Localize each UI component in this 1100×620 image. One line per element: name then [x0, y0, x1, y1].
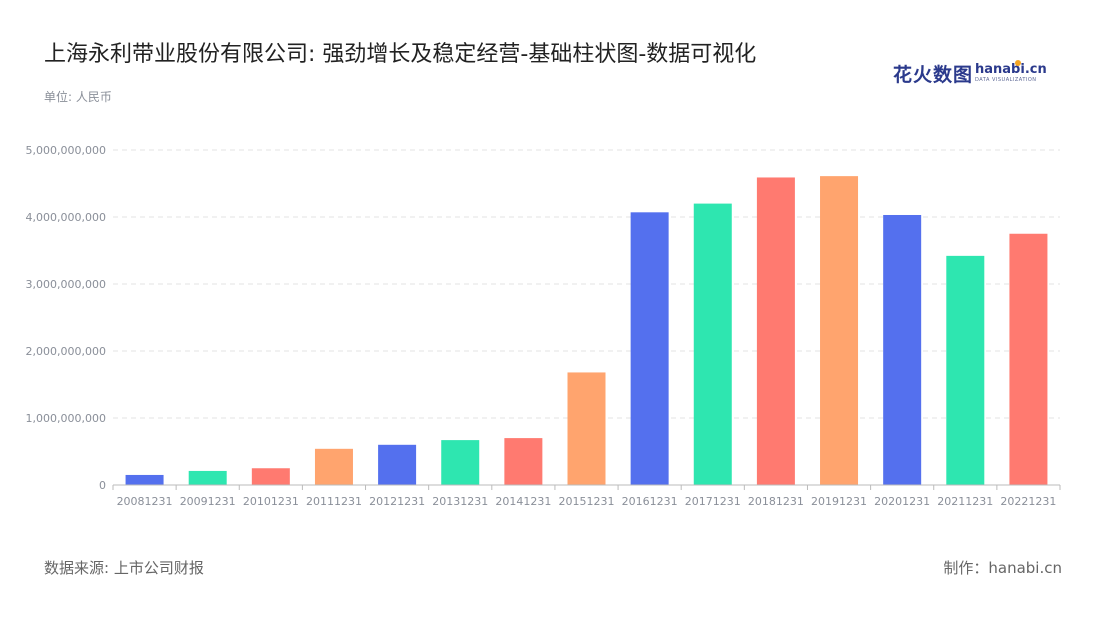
x-tick-label: 20191231 [811, 495, 867, 508]
y-tick-label: 0 [99, 479, 106, 492]
y-tick-label: 2,000,000,000 [26, 345, 106, 358]
x-tick-label: 20091231 [180, 495, 236, 508]
x-tick-label: 20211231 [937, 495, 993, 508]
x-tick-label: 20111231 [306, 495, 362, 508]
hanabi-logo: 花火数图 hanabi.cn DATA VISUALIZATION [893, 60, 1047, 86]
x-tick-label: 20181231 [748, 495, 804, 508]
bar-20171231 [693, 203, 732, 485]
x-axis-ticks: 20081231 20091231 20101231 20111231 20121231… [112, 485, 1061, 508]
y-axis-ticks: 0 1,000,000,000 2,000,000,000 3,000,000,000… [26, 144, 106, 492]
bar-20181231 [756, 177, 795, 485]
logo-sub-text: DATA VISUALIZATION [975, 77, 1037, 83]
x-tick-label: 20081231 [117, 495, 173, 508]
x-tick-label: 20151231 [559, 495, 615, 508]
bar-20151231 [567, 372, 606, 485]
bar-20111231 [314, 448, 353, 485]
bar-20211231 [946, 255, 985, 485]
x-tick-label: 20101231 [243, 495, 299, 508]
logo-cn-text: 花火数图 [893, 64, 974, 86]
credit-text: 制作：hanabi.cn [943, 559, 1062, 577]
y-tick-label: 1,000,000,000 [26, 412, 106, 425]
x-tick-label: 20131231 [432, 495, 488, 508]
x-tick-label: 20201231 [874, 495, 930, 508]
x-tick-label: 20141231 [495, 495, 551, 508]
x-tick-label: 20121231 [369, 495, 425, 508]
bar-20121231 [378, 444, 417, 485]
logo-en-text: hanabi.cn [975, 62, 1047, 77]
bar-20141231 [504, 438, 543, 485]
bar-20091231 [188, 470, 227, 485]
bar-20191231 [820, 176, 859, 485]
x-tick-label: 20221231 [1000, 495, 1056, 508]
grid-lines [113, 149, 1060, 419]
logo-spark-icon [1015, 60, 1021, 66]
bar-20101231 [251, 468, 290, 485]
bar-20221231 [1009, 233, 1048, 485]
bars [125, 176, 1048, 486]
bar-20081231 [125, 474, 164, 485]
chart-title: 上海永利带业股份有限公司: 强劲增长及稳定经营-基础柱状图-数据可视化 [44, 42, 757, 67]
y-tick-label: 4,000,000,000 [26, 211, 106, 224]
bar-20161231 [630, 212, 669, 485]
data-source: 数据来源: 上市公司财报 [44, 559, 204, 577]
y-tick-label: 3,000,000,000 [26, 278, 106, 291]
bar-20201231 [883, 214, 922, 486]
x-tick-label: 20161231 [622, 495, 678, 508]
y-tick-label: 5,000,000,000 [26, 144, 106, 157]
x-tick-label: 20171231 [685, 495, 741, 508]
bar-20131231 [441, 440, 480, 485]
unit-label: 单位: 人民币 [44, 90, 112, 104]
